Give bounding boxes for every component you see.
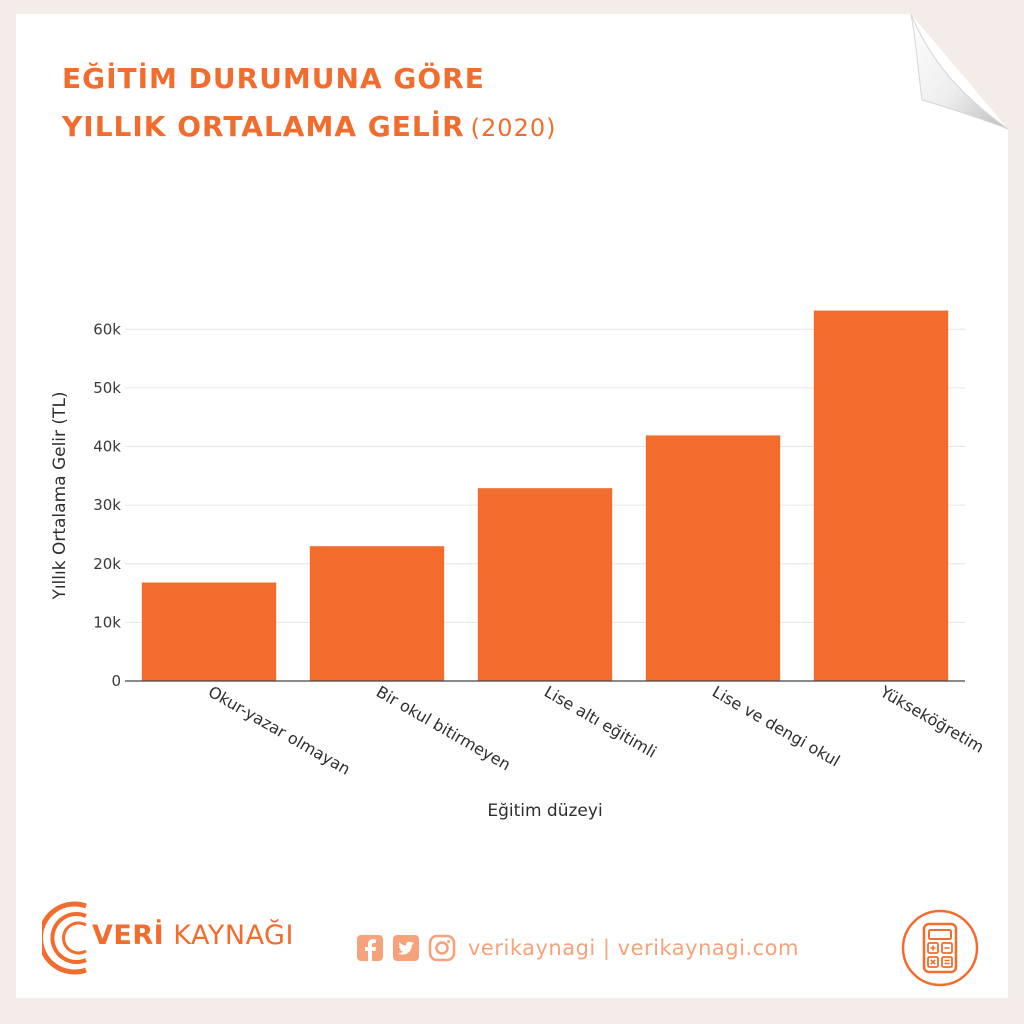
x-tick-label: Lise altı eğitimli [541, 682, 660, 762]
bar [645, 435, 781, 681]
chart-title-year: (2020) [470, 114, 557, 142]
facebook-icon[interactable] [356, 934, 384, 962]
y-tick-label: 20k [93, 555, 121, 573]
x-tick-label: Lise ve dengi okul [709, 682, 843, 770]
social-handle-text: verikaynagi | verikaynagi.com [468, 936, 799, 960]
y-tick-label: 60k [93, 320, 121, 338]
bar [309, 546, 445, 681]
brand-name-rest: KAYNAĞI [164, 920, 294, 951]
x-tick-label: Bir okul bitirmeyen [373, 682, 514, 774]
social-links: verikaynagi | verikaynagi.com [356, 930, 799, 966]
y-tick-label: 0 [111, 672, 121, 690]
brand-name: VERİ KAYNAĞI [92, 920, 294, 951]
calculator-icon [901, 909, 979, 987]
y-tick-label: 40k [93, 438, 121, 456]
chart-title-line2: YILLIK ORTALAMA GELİR (2020) [62, 110, 556, 143]
y-tick-label: 30k [93, 496, 121, 514]
y-tick-label: 50k [93, 379, 121, 397]
chart-title-line2-text: YILLIK ORTALAMA GELİR [62, 110, 465, 143]
bar [477, 488, 613, 681]
bars [141, 310, 949, 681]
twitter-icon[interactable] [392, 934, 420, 962]
bar [141, 582, 277, 681]
instagram-icon[interactable] [428, 934, 456, 962]
chart-title-line1: EĞİTİM DURUMUNA GÖRE [62, 62, 485, 95]
y-axis-title: Yıllık Ortalama Gelir (TL) [50, 391, 70, 600]
x-axis-title: Eğitim düzeyi [487, 801, 602, 821]
bar [813, 310, 949, 681]
y-tick-label: 10k [93, 613, 121, 631]
x-tick-labels: Okur-yazar olmayan Bir okul bitirmeyen Lis… [205, 682, 987, 779]
x-tick-label: Yükseköğretim [876, 682, 987, 757]
y-tick-labels: 0 10k 20k 30k 40k 50k 60k [93, 320, 121, 690]
x-tick-label: Okur-yazar olmayan [205, 682, 354, 779]
brand-name-bold: VERİ [92, 920, 165, 951]
brand-logo: VERİ KAYNAĞI [38, 898, 302, 978]
